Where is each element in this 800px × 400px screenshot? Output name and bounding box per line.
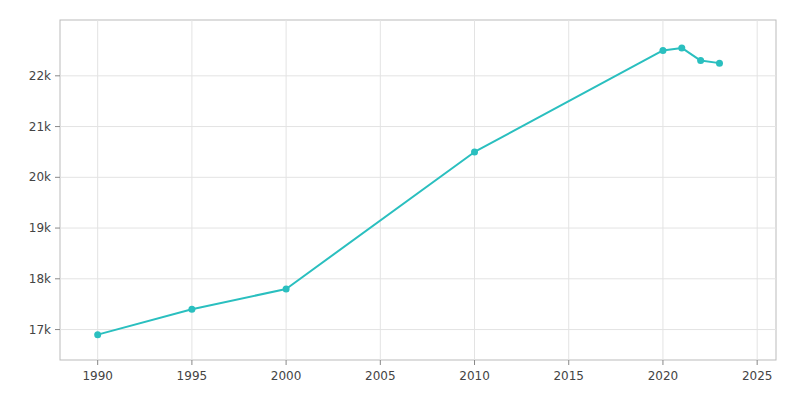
line xyxy=(98,48,720,335)
chart-container: 1990 1995 2000 2005 2010 2015 2020 2025 17k 18k 19… xyxy=(0,0,800,400)
grid xyxy=(60,20,776,360)
y-grid-line xyxy=(60,228,776,229)
y-grid-line xyxy=(60,177,776,178)
y-tick xyxy=(55,177,60,178)
point xyxy=(94,331,101,338)
point xyxy=(697,57,704,64)
y-tick-label: 20k xyxy=(29,170,51,184)
x-grid-line xyxy=(757,20,758,360)
x-tick xyxy=(474,360,475,365)
y-tick xyxy=(55,278,60,279)
y-tick-label: 17k xyxy=(29,323,51,337)
x-grid-line xyxy=(97,20,98,360)
x-tick-label: 1995 xyxy=(177,369,208,383)
y-grid-line xyxy=(60,126,776,127)
x-grid-line xyxy=(286,20,287,360)
x-tick-label: 2010 xyxy=(459,369,490,383)
y-tick xyxy=(55,126,60,127)
y-grid-line xyxy=(60,329,776,330)
y-tick xyxy=(55,75,60,76)
x-tick xyxy=(757,360,758,365)
series xyxy=(94,44,723,338)
point xyxy=(188,306,195,313)
y-tick xyxy=(55,329,60,330)
x-grid-line xyxy=(474,20,475,360)
point xyxy=(659,47,666,54)
x-tick-label: 1990 xyxy=(82,369,113,383)
x-tick-label: 2000 xyxy=(271,369,302,383)
x-tick xyxy=(191,360,192,365)
point xyxy=(716,60,723,67)
x-grid-line xyxy=(380,20,381,360)
x-tick xyxy=(568,360,569,365)
x-tick xyxy=(662,360,663,365)
x-tick-label: 2005 xyxy=(365,369,396,383)
x-tick-label: 2015 xyxy=(553,369,584,383)
point xyxy=(283,285,290,292)
y-grid-line xyxy=(60,278,776,279)
x-grid-line xyxy=(662,20,663,360)
x-grid-line xyxy=(568,20,569,360)
y-tick-label: 19k xyxy=(29,221,51,235)
y-grid-line xyxy=(60,75,776,76)
y-tick-label: 22k xyxy=(29,69,51,83)
point xyxy=(678,44,685,51)
point xyxy=(471,148,478,155)
chart: 1990 1995 2000 2005 2010 2015 2020 2025 17k 18k 19… xyxy=(0,0,800,400)
x-tick xyxy=(286,360,287,365)
y-tick-label: 18k xyxy=(29,272,51,286)
x-tick xyxy=(97,360,98,365)
y-tick-label: 21k xyxy=(29,120,51,134)
y-tick xyxy=(55,228,60,229)
plot-frame xyxy=(60,20,776,360)
axes: 1990 1995 2000 2005 2010 2015 2020 2025 17k 18k 19… xyxy=(29,69,773,383)
x-tick-label: 2020 xyxy=(648,369,679,383)
x-tick-label: 2025 xyxy=(742,369,773,383)
x-tick xyxy=(380,360,381,365)
